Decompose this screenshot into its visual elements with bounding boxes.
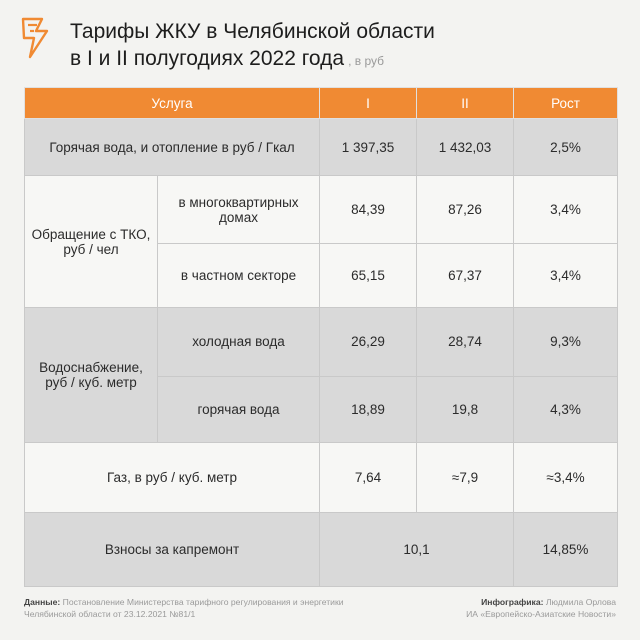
tko-apartments-label: в многоквартирных домах	[157, 175, 320, 245]
tko-private-label: в частном секторе	[157, 243, 320, 308]
table-row-heating: Горячая вода, и отопление в руб / Гкал 1…	[24, 117, 618, 177]
footer-data-text: Постановление Министерства тарифного рег…	[24, 597, 344, 619]
tko-apartments-h2: 87,26	[416, 175, 514, 245]
water-hot-h2: 19,8	[416, 375, 514, 444]
water-cold-label: холодная вода	[157, 306, 320, 377]
header-half-2: II	[416, 87, 514, 119]
heating-h1: 1 397,35	[319, 117, 417, 177]
water-label: Водоснабжение, руб / куб. метр	[24, 306, 158, 444]
water-hot-h1: 18,89	[319, 375, 417, 444]
footer-author: Людмила Орлова	[545, 597, 616, 607]
header-half-1: I	[319, 87, 417, 119]
title-unit: , в руб	[348, 54, 385, 68]
gas-label: Газ, в руб / куб. метр	[24, 442, 320, 514]
tariffs-table: Услуга I II Рост Горячая вода, и отоплен…	[24, 87, 618, 587]
title-line-1: Тарифы ЖКУ в Челябинской области	[70, 20, 435, 43]
water-cold-h1: 26,29	[319, 306, 417, 377]
tko-apartments-growth: 3,4%	[513, 175, 618, 245]
water-hot-label: горячая вода	[157, 375, 320, 444]
lightning-bolt-icon	[21, 17, 49, 59]
title-line-2: в I и II полугодиях 2022 года	[70, 47, 345, 70]
water-cold-growth: 9,3%	[513, 306, 618, 377]
capital-label: Взносы за капремонт	[24, 512, 320, 587]
tko-apartments-h1: 84,39	[319, 175, 417, 245]
water-hot-growth: 4,3%	[513, 375, 618, 444]
capital-growth: 14,85%	[513, 512, 618, 587]
tko-private-h1: 65,15	[319, 243, 417, 308]
table-row-capital: Взносы за капремонт 10,1 14,85%	[24, 512, 618, 587]
gas-h2: ≈7,9	[416, 442, 514, 514]
footer-agency: ИА «Европейско-Азиатские Новости»	[466, 609, 616, 619]
header-service: Услуга	[24, 87, 320, 119]
heating-h2: 1 432,03	[416, 117, 514, 177]
table-row-water-hot: горячая вода 18,89 19,8 4,3%	[25, 375, 618, 444]
capital-value: 10,1	[319, 512, 514, 587]
table-row-tko-apartments: Обращение с ТКО, руб / чел в многокварти…	[24, 175, 618, 308]
table-row-water-cold: Водоснабжение, руб / куб. метр холодная …	[24, 306, 618, 444]
heating-growth: 2,5%	[513, 117, 618, 177]
footer-data-label: Данные:	[24, 597, 61, 607]
header-growth: Рост	[513, 87, 618, 119]
table-header-row: Услуга I II Рост	[24, 87, 618, 119]
page-title: Тарифы ЖКУ в Челябинской области в I и I…	[70, 18, 610, 75]
footer-credits: Инфографика: Людмила Орлова ИА «Европейс…	[356, 596, 616, 620]
gas-h1: 7,64	[319, 442, 417, 514]
tko-private-growth: 3,4%	[513, 243, 618, 308]
tko-private-h2: 67,37	[416, 243, 514, 308]
heating-label: Горячая вода, и отопление в руб / Гкал	[24, 117, 320, 177]
footer-source: Данные: Постановление Министерства тариф…	[24, 596, 354, 620]
gas-growth: ≈3,4%	[513, 442, 618, 514]
table-row-tko-private: в частном секторе 65,15 67,37 3,4%	[25, 243, 618, 308]
water-cold-h2: 28,74	[416, 306, 514, 377]
tko-label: Обращение с ТКО, руб / чел	[24, 175, 158, 308]
table-row-gas: Газ, в руб / куб. метр 7,64 ≈7,9 ≈3,4%	[24, 442, 618, 514]
footer-infographic-label: Инфографика:	[481, 597, 544, 607]
